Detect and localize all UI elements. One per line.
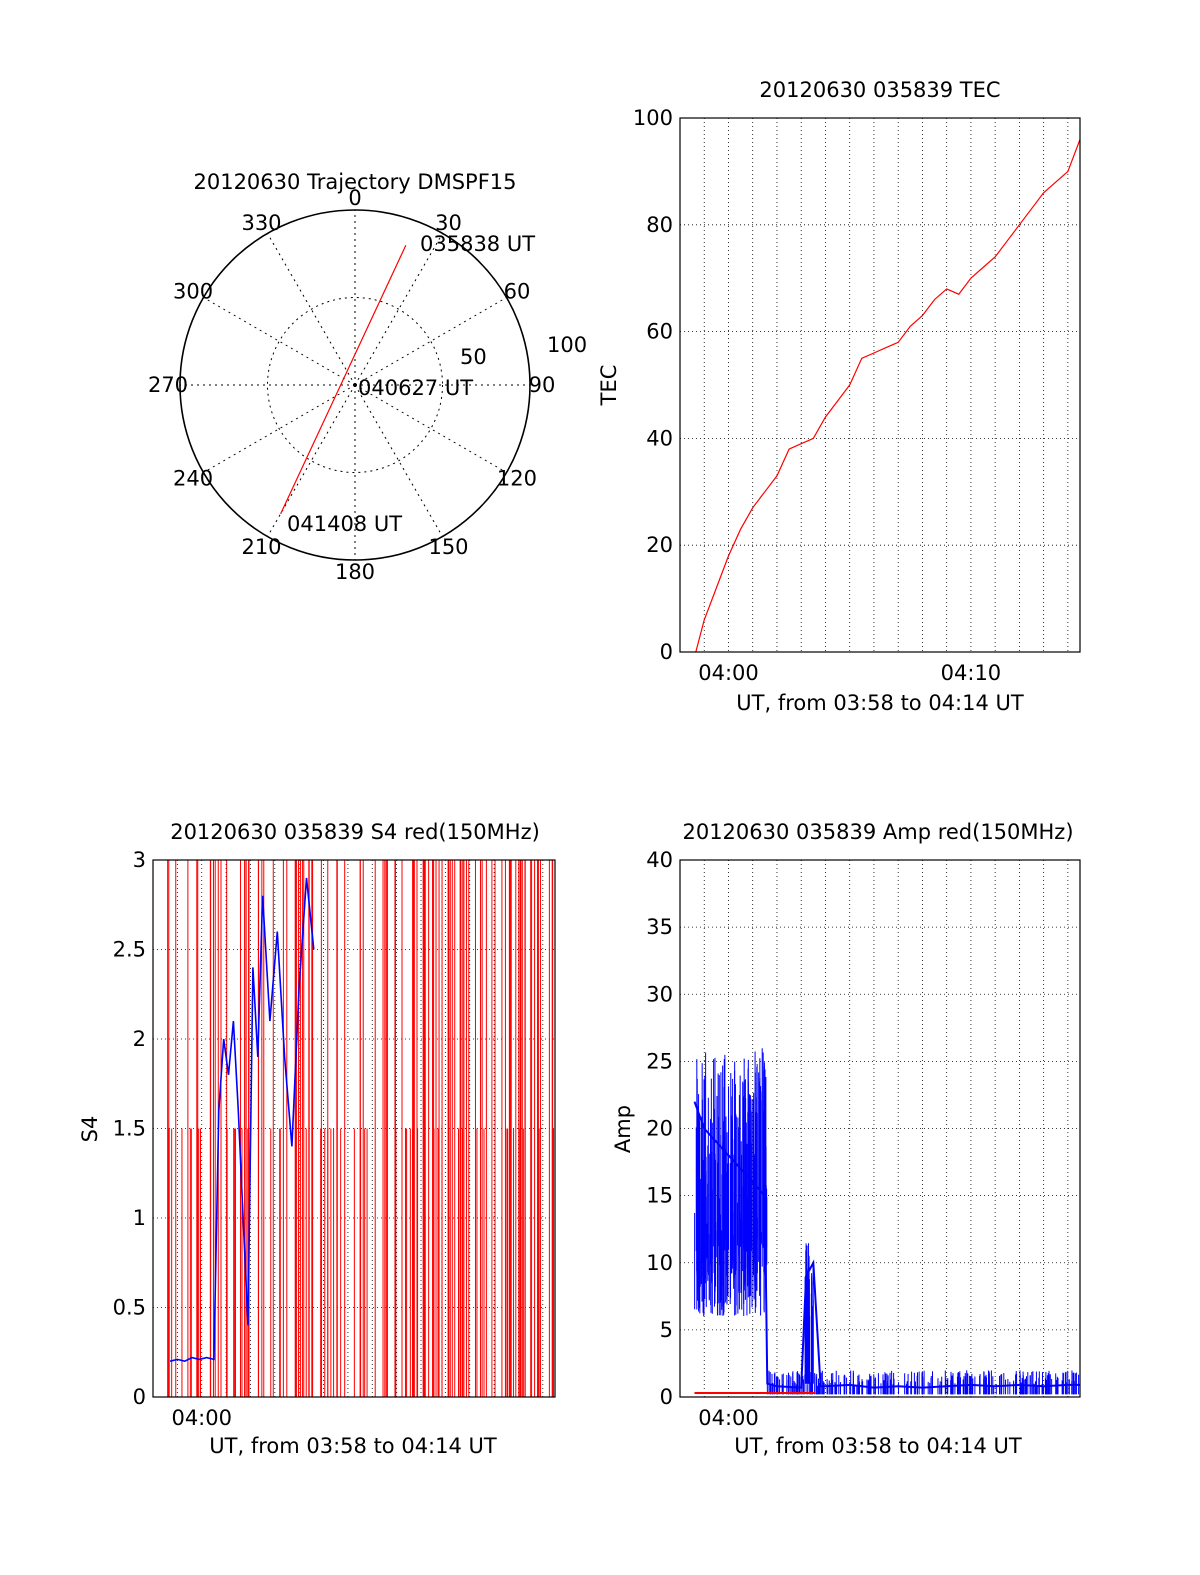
plot-frame xyxy=(152,859,556,1398)
polar-angle-label: 120 xyxy=(497,467,537,491)
radial-label-50: 50 xyxy=(460,345,487,369)
amp-panel: 20120630 035839 Amp red(150MHz) Amp UT, … xyxy=(611,820,1081,1458)
polar-angle-label: 180 xyxy=(335,560,375,584)
polar-angle-label: 330 xyxy=(241,211,281,235)
trajectory-polar-panel: 20120630 Trajectory DMSPF15 0 30 60 90 120 15… xyxy=(148,170,587,584)
polar-spoke xyxy=(267,233,356,386)
s4-ylabel: S4 xyxy=(78,1116,102,1143)
series-group xyxy=(695,139,1080,652)
y-tick-label: 10 xyxy=(646,1251,673,1275)
y-tick-label: 15 xyxy=(646,1184,673,1208)
tec-xlabel: UT, from 03:58 to 04:14 UT xyxy=(736,691,1024,715)
radial-label-100: 100 xyxy=(547,333,587,357)
x-tick-label: 04:00 xyxy=(698,661,759,685)
series-line xyxy=(695,139,1080,652)
s4-title: 20120630 035839 S4 red(150MHz) xyxy=(170,820,540,844)
s4-panel: 20120630 035839 S4 red(150MHz) S4 UT, fr… xyxy=(78,820,556,1458)
s4-plot-area: 0 0.5 1 1.5 2 2.5 3 04:00 xyxy=(113,848,556,1430)
tec-panel: 20120630 035839 TEC TEC UT, from 03:58 t… xyxy=(597,78,1081,715)
y-tick-label: 1.5 xyxy=(113,1117,146,1141)
polar-angle-label: 60 xyxy=(504,280,531,304)
y-tick-label: 20 xyxy=(646,1117,673,1141)
y-tick-label: 20 xyxy=(646,533,673,557)
polar-grid xyxy=(179,209,531,561)
y-tick-label: 40 xyxy=(646,426,673,450)
y-tick-label: 0.5 xyxy=(113,1296,146,1320)
polar-spoke xyxy=(203,384,356,473)
polar-angle-label: 150 xyxy=(428,535,468,559)
y-tick-label: 5 xyxy=(660,1318,673,1342)
y-tick-label: 2.5 xyxy=(113,938,146,962)
plot-frame xyxy=(679,117,1081,653)
y-tick-label: 60 xyxy=(646,320,673,344)
y-tick-label: 40 xyxy=(646,848,673,872)
polar-angle-label: 240 xyxy=(173,467,213,491)
tec-title: 20120630 035839 TEC xyxy=(759,78,1000,102)
polar-angle-label: 300 xyxy=(173,280,213,304)
tec-ylabel: TEC xyxy=(597,365,621,407)
y-tick-label: 2 xyxy=(133,1027,146,1051)
y-tick-label: 3 xyxy=(133,848,146,872)
plot-frame xyxy=(679,859,1081,1398)
track-end-label: 041408 UT xyxy=(287,512,402,536)
x-tick-label: 04:10 xyxy=(941,661,1002,685)
y-tick-label: 0 xyxy=(133,1385,146,1409)
x-tick-label: 04:00 xyxy=(698,1406,759,1430)
y-tick-label: 1 xyxy=(133,1206,146,1230)
tec-plot-area: 0 20 40 60 80 100 04:00 04:10 xyxy=(633,106,1081,685)
y-tick-label: 80 xyxy=(646,213,673,237)
polar-spoke xyxy=(354,233,443,386)
y-tick-label: 100 xyxy=(633,106,673,130)
y-tick-label: 0 xyxy=(660,1385,673,1409)
polar-inner-circle xyxy=(267,297,443,473)
amp-title: 20120630 035839 Amp red(150MHz) xyxy=(682,820,1073,844)
series-line xyxy=(169,877,315,1363)
amp-xlabel: UT, from 03:58 to 04:14 UT xyxy=(734,1434,1022,1458)
track-start-label: 035838 UT xyxy=(420,232,535,256)
polar-angle-label: 30 xyxy=(435,211,462,235)
track-mid-label: 040627 UT xyxy=(358,376,473,400)
polar-angle-label: 270 xyxy=(148,373,188,397)
series-group xyxy=(693,1048,1080,1395)
s4-xlabel: UT, from 03:58 to 04:14 UT xyxy=(209,1434,497,1458)
y-tick-label: 0 xyxy=(660,640,673,664)
amp-plot-area: 0 5 10 15 20 25 30 35 40 04:00 xyxy=(646,848,1081,1430)
polar-angle-label: 0 xyxy=(348,186,361,210)
y-tick-label: 30 xyxy=(646,982,673,1006)
trajectory-track xyxy=(280,244,407,515)
polar-angle-labels: 0 30 60 90 120 150 180 210 240 270 300 330 xyxy=(148,186,555,584)
polar-angle-label: 210 xyxy=(241,535,281,559)
series-line xyxy=(693,1101,1080,1389)
amp-ylabel: Amp xyxy=(611,1105,635,1153)
series-group xyxy=(167,860,555,1397)
y-tick-label: 25 xyxy=(646,1049,673,1073)
y-tick-label: 35 xyxy=(646,915,673,939)
trajectory-title: 20120630 Trajectory DMSPF15 xyxy=(193,170,516,194)
polar-spoke xyxy=(354,384,507,473)
polar-spoke xyxy=(354,297,507,386)
polar-spoke xyxy=(354,384,443,537)
polar-spoke xyxy=(203,297,356,386)
x-tick-label: 04:00 xyxy=(171,1406,232,1430)
polar-angle-label: 90 xyxy=(529,373,556,397)
